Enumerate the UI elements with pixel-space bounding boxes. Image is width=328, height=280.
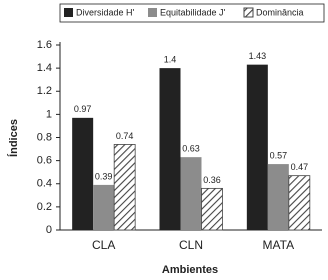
data-label: 0.57 <box>270 150 288 160</box>
bar <box>201 187 223 231</box>
x-axis-title: Ambientes <box>162 264 218 276</box>
legend-swatch <box>148 8 157 17</box>
bar <box>113 144 136 231</box>
y-tick-label: 0.6 <box>37 155 52 167</box>
data-label: 0.47 <box>291 162 309 172</box>
data-label: 0.97 <box>74 104 92 114</box>
legend-label: Diversidade H' <box>76 7 135 17</box>
data-label: 0.39 <box>95 171 113 181</box>
y-axis-title: Índices <box>7 119 20 157</box>
x-tick-label: CLN <box>179 238 203 252</box>
y-tick-label: 0.8 <box>37 131 52 143</box>
legend-label: Dominância <box>256 7 304 17</box>
bar <box>246 64 268 230</box>
y-tick-label: 0 <box>46 224 52 236</box>
bar <box>72 117 94 230</box>
data-label: 0.74 <box>116 131 134 141</box>
y-tick-label: 1 <box>46 108 52 120</box>
y-tick-label: 0.4 <box>37 178 52 190</box>
x-tick-label: MATA <box>263 238 295 252</box>
legend-label: Equitabilidade J' <box>160 7 226 17</box>
y-tick-label: 1.4 <box>37 62 52 74</box>
legend-swatch <box>243 7 254 18</box>
legend-box <box>59 3 325 23</box>
x-tick-label: CLA <box>92 238 115 252</box>
data-label: 0.63 <box>182 144 200 154</box>
bar <box>159 68 181 230</box>
legend-swatch <box>64 8 73 17</box>
data-label: 1.4 <box>164 55 177 65</box>
y-tick-label: 1.2 <box>37 85 52 97</box>
data-label: 0.36 <box>203 175 221 185</box>
bar <box>267 164 289 230</box>
y-tick-label: 0.2 <box>37 201 52 213</box>
data-label: 1.43 <box>249 51 267 61</box>
y-tick-label: 1.6 <box>37 39 52 51</box>
bar <box>180 157 202 230</box>
bar <box>93 184 115 230</box>
bar <box>288 175 311 231</box>
